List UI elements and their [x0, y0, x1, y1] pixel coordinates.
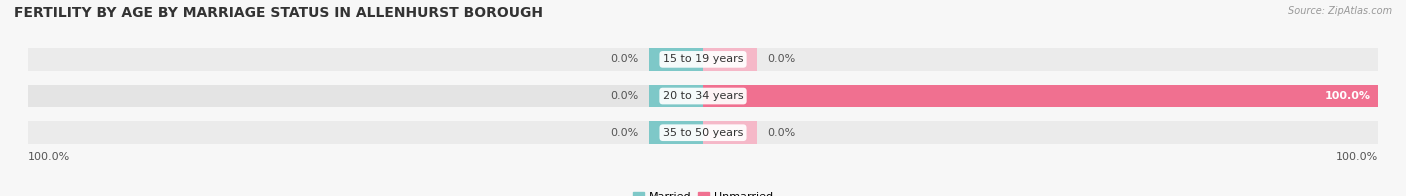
- Legend: Married, Unmarried: Married, Unmarried: [628, 187, 778, 196]
- Bar: [650, 85, 703, 107]
- Text: 100.0%: 100.0%: [28, 152, 70, 162]
- Bar: [703, 121, 756, 144]
- Text: 20 to 34 years: 20 to 34 years: [662, 91, 744, 101]
- Text: 0.0%: 0.0%: [768, 54, 796, 64]
- Bar: [650, 48, 703, 71]
- Bar: [28, 121, 1378, 144]
- Bar: [703, 48, 756, 71]
- Text: 0.0%: 0.0%: [768, 128, 796, 138]
- Text: 100.0%: 100.0%: [1324, 91, 1371, 101]
- Text: 35 to 50 years: 35 to 50 years: [662, 128, 744, 138]
- Text: Source: ZipAtlas.com: Source: ZipAtlas.com: [1288, 6, 1392, 16]
- Bar: [703, 85, 1378, 107]
- Text: 15 to 19 years: 15 to 19 years: [662, 54, 744, 64]
- Text: 0.0%: 0.0%: [610, 91, 638, 101]
- Text: FERTILITY BY AGE BY MARRIAGE STATUS IN ALLENHURST BOROUGH: FERTILITY BY AGE BY MARRIAGE STATUS IN A…: [14, 6, 543, 20]
- Bar: [703, 85, 756, 107]
- Text: 0.0%: 0.0%: [610, 54, 638, 64]
- Text: 0.0%: 0.0%: [610, 128, 638, 138]
- Bar: [28, 48, 1378, 71]
- Bar: [28, 85, 1378, 107]
- Text: 100.0%: 100.0%: [1336, 152, 1378, 162]
- Bar: [650, 121, 703, 144]
